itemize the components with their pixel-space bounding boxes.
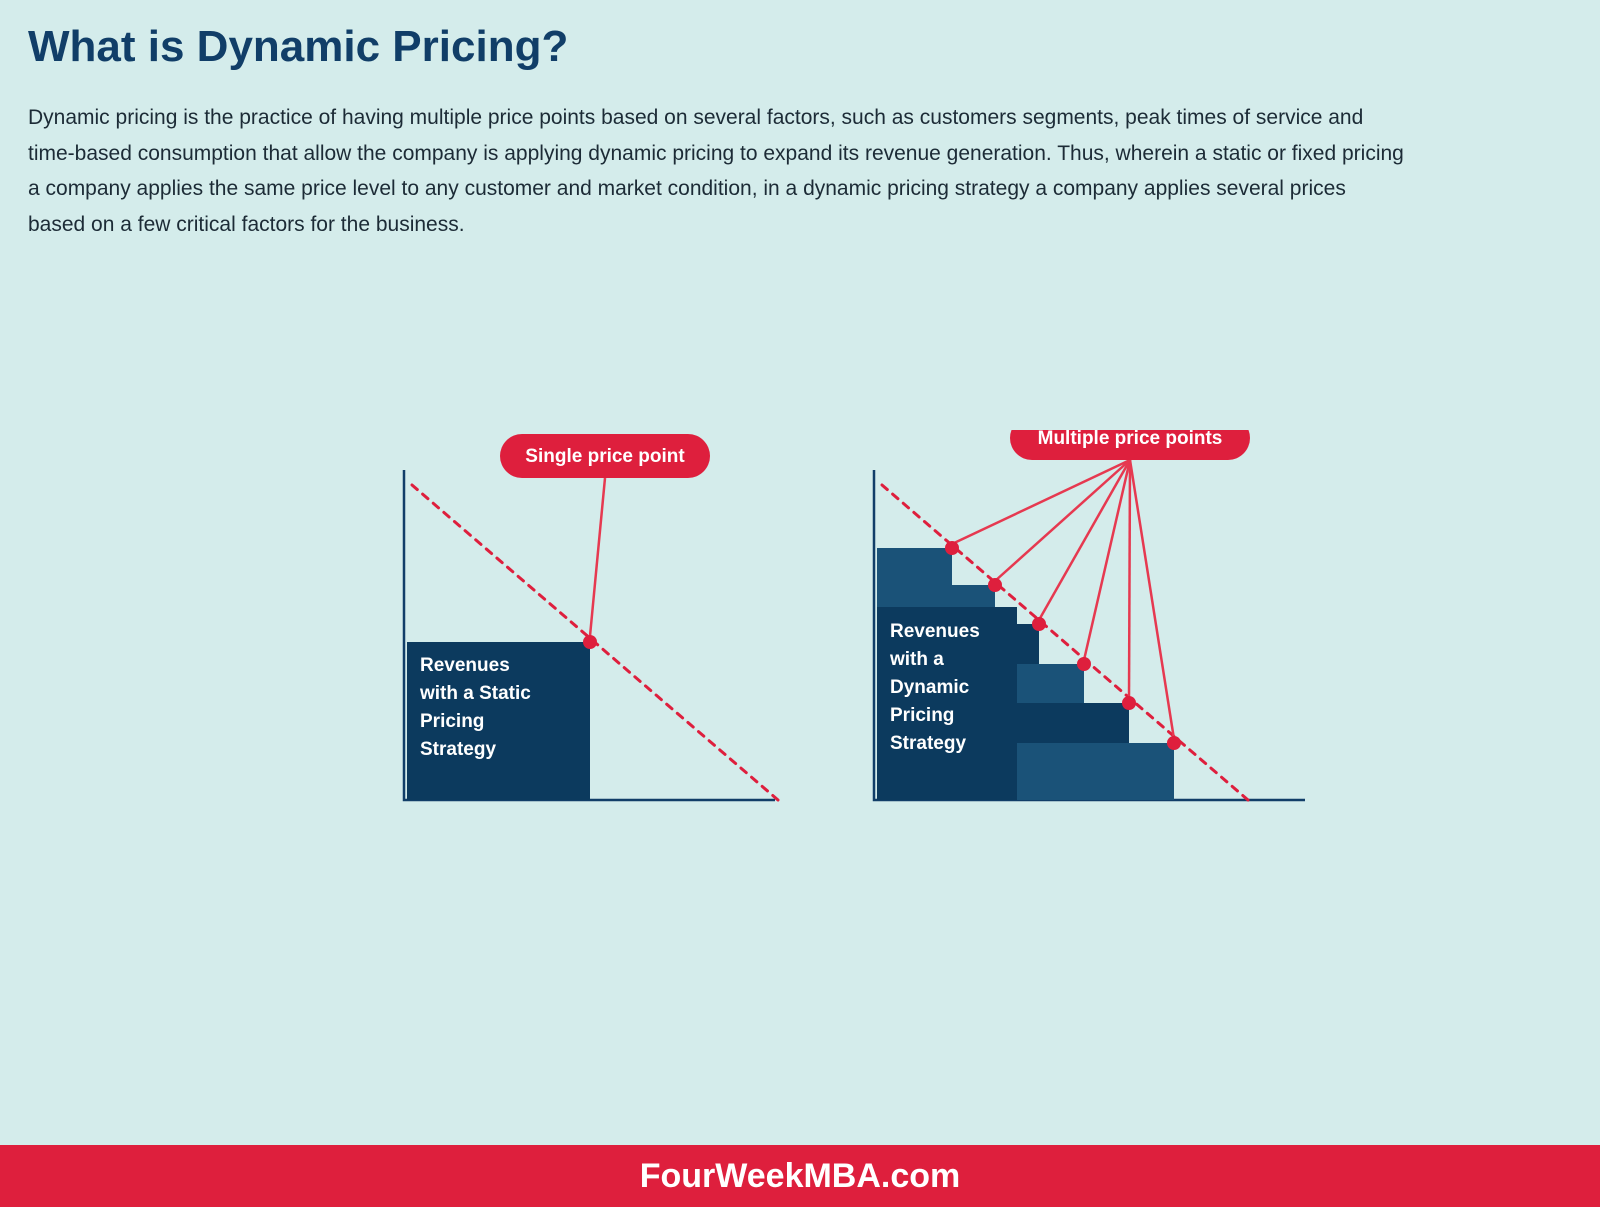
callout-ray [1130, 460, 1174, 739]
page-title: What is Dynamic Pricing? [28, 22, 568, 72]
footer-text: FourWeekMBA.com [640, 1157, 961, 1196]
definition-paragraph: Dynamic pricing is the practice of havin… [28, 100, 1408, 243]
dynamic-chart-body: Multiple price points Revenueswith aDyna… [874, 430, 1305, 800]
price-point-dot [988, 578, 1002, 592]
price-point-dot-static [583, 635, 597, 649]
callout-ray [1039, 460, 1130, 620]
price-point-dot [945, 541, 959, 555]
page-root: What is Dynamic Pricing? Dynamic pricing… [0, 0, 1600, 1207]
callout-label-static: Single price point [525, 446, 685, 467]
static-chart-body: Single price point Revenueswith a Static… [404, 434, 778, 800]
price-point-dot [1077, 657, 1091, 671]
callout-pill-dynamic: Multiple price points [1010, 430, 1250, 460]
callout-ray [1084, 460, 1130, 660]
callout-ray [1129, 460, 1130, 699]
price-point-dot [1122, 696, 1136, 710]
dynamic-pricing-chart: Multiple price points Revenueswith aDyna… [850, 430, 1320, 810]
footer-bar: FourWeekMBA.com [0, 1145, 1600, 1207]
price-point-dot [1167, 736, 1181, 750]
callout-label-dynamic: Multiple price points [1038, 430, 1223, 449]
price-point-dot [1032, 617, 1046, 631]
callout-ray [995, 460, 1130, 581]
callout-pill-static: Single price point [500, 434, 710, 478]
callout-ray-static [590, 478, 605, 636]
static-pricing-chart: Single price point Revenueswith a Static… [380, 430, 790, 810]
callout-ray [952, 460, 1130, 544]
